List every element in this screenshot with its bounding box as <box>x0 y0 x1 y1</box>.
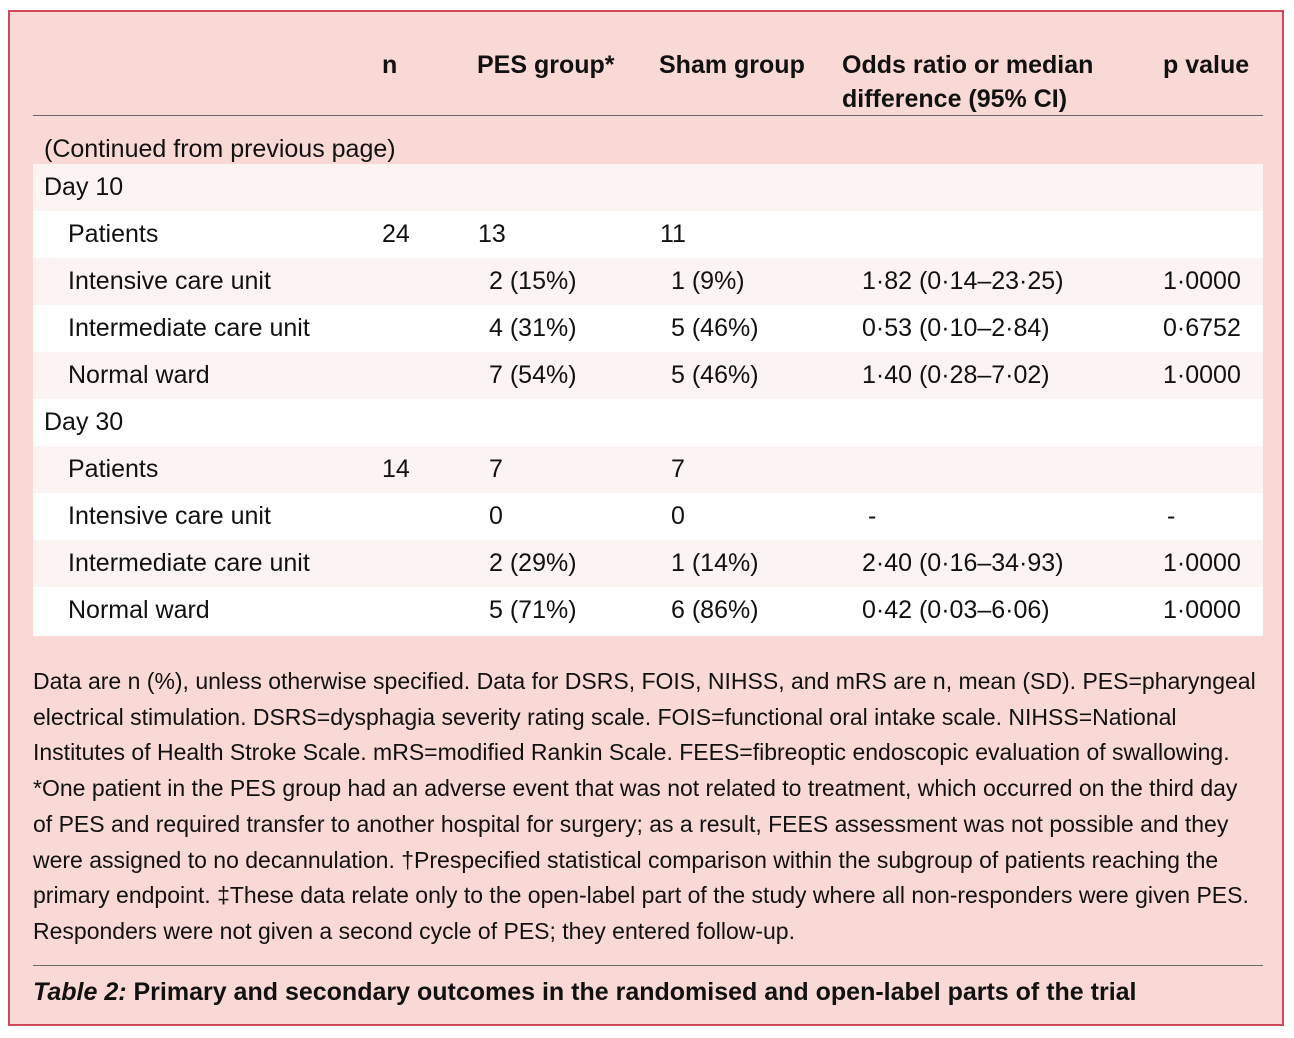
row-label: Normal ward <box>68 596 210 624</box>
row-label: Normal ward <box>68 361 210 389</box>
cell-odds: - <box>868 502 877 530</box>
footnote-line: *One patient in the PES group had an adv… <box>33 775 1238 802</box>
cell-sham: 5 (46%) <box>671 314 759 342</box>
cell-p: 1·0000 <box>1163 267 1241 295</box>
cell-odds: 2·40 (0·16–34·93) <box>862 549 1064 577</box>
header-odds-line1: Odds ratio or median <box>842 51 1094 79</box>
cell-pes: 7 (54%) <box>489 361 577 389</box>
row-label: Day 30 <box>44 408 124 436</box>
caption-text: Primary and secondary outcomes in the ra… <box>126 978 1137 1006</box>
cell-n: 24 <box>382 220 410 248</box>
cell-p: 1·0000 <box>1163 361 1241 389</box>
cell-pes: 2 (29%) <box>489 549 577 577</box>
cell-n: 14 <box>382 455 410 483</box>
table-row: Intermediate care unit 4 (31%) 5 (46%) 0… <box>33 305 1263 352</box>
cell-pes: 4 (31%) <box>489 314 577 342</box>
cell-p: 1·0000 <box>1163 596 1241 624</box>
table-row: Patients 24 13 11 <box>33 211 1263 258</box>
row-label: Patients <box>68 455 159 483</box>
cell-sham: 5 (46%) <box>671 361 759 389</box>
cell-pes: 7 <box>489 455 503 483</box>
table-row: Normal ward 7 (54%) 5 (46%) 1·40 (0·28–7… <box>33 352 1263 399</box>
table-footnote: Data are n (%), unless otherwise specifi… <box>33 664 1273 950</box>
continued-note: (Continued from previous page) <box>44 135 396 163</box>
table-panel: n PES group* Sham group Odds ratio or me… <box>8 10 1284 1026</box>
header-p-value: p value <box>1163 51 1250 79</box>
footnote-line: Responders were not given a second cycle… <box>33 917 795 944</box>
cell-p: 1·0000 <box>1163 549 1241 577</box>
row-label: Patients <box>68 220 159 248</box>
row-label: Day 10 <box>44 173 124 201</box>
table-row: Intensive care unit 0 0 - - <box>33 493 1263 540</box>
table-body: Day 10 Patients 24 13 11 Intensive care … <box>33 164 1263 636</box>
cell-sham: 0 <box>671 502 685 530</box>
footnote-line: Institutes of Health Stroke Scale. mRS=m… <box>33 739 1230 766</box>
caption-label: Table 2: <box>33 978 127 1006</box>
table-row: Intensive care unit 2 (15%) 1 (9%) 1·82 … <box>33 258 1263 305</box>
table-row: Patients 14 7 7 <box>33 446 1263 493</box>
row-label: Intermediate care unit <box>68 549 310 577</box>
header-odds-ratio: Odds ratio or median difference (95% CI) <box>842 48 1093 116</box>
header-n: n <box>382 51 398 79</box>
header-odds-line2: difference (95% CI) <box>842 85 1068 113</box>
footnote-line: primary endpoint. ‡These data relate onl… <box>33 882 1249 909</box>
row-label: Intensive care unit <box>68 267 271 295</box>
footnote-line: of PES and required transfer to another … <box>33 810 1229 837</box>
cell-sham: 1 (9%) <box>671 267 745 295</box>
row-label: Intensive care unit <box>68 502 271 530</box>
cell-sham: 6 (86%) <box>671 596 759 624</box>
header-sham-group: Sham group <box>659 51 805 79</box>
header-pes-group: PES group* <box>477 51 615 79</box>
cell-odds: 0·53 (0·10–2·84) <box>862 314 1050 342</box>
cell-sham: 1 (14%) <box>671 549 759 577</box>
header-rule <box>33 115 1263 116</box>
table-caption: Table 2: Primary and secondary outcomes … <box>33 974 1137 1010</box>
cell-odds: 0·42 (0·03–6·06) <box>862 596 1050 624</box>
cell-pes: 13 <box>478 220 506 248</box>
cell-pes: 0 <box>489 502 503 530</box>
table-row: Intermediate care unit 2 (29%) 1 (14%) 2… <box>33 540 1263 587</box>
caption-rule <box>33 965 1263 966</box>
cell-odds: 1·40 (0·28–7·02) <box>862 361 1050 389</box>
table-row: Day 10 <box>33 164 1263 211</box>
cell-odds: 1·82 (0·14–23·25) <box>862 267 1064 295</box>
row-label: Intermediate care unit <box>68 314 310 342</box>
cell-pes: 2 (15%) <box>489 267 577 295</box>
cell-sham: 11 <box>660 220 686 248</box>
cell-p: 0·6752 <box>1163 314 1241 342</box>
cell-p: - <box>1167 502 1176 530</box>
cell-pes: 5 (71%) <box>489 596 577 624</box>
table-row: Day 30 <box>33 399 1263 446</box>
table-row: Normal ward 5 (71%) 6 (86%) 0·42 (0·03–6… <box>33 587 1263 634</box>
footnote-line: electrical stimulation. DSRS=dysphagia s… <box>33 703 1177 730</box>
footnote-line: Data are n (%), unless otherwise specifi… <box>33 668 1256 694</box>
cell-sham: 7 <box>671 455 685 483</box>
footnote-line: were assigned to no decannulation. †Pres… <box>33 846 1219 873</box>
